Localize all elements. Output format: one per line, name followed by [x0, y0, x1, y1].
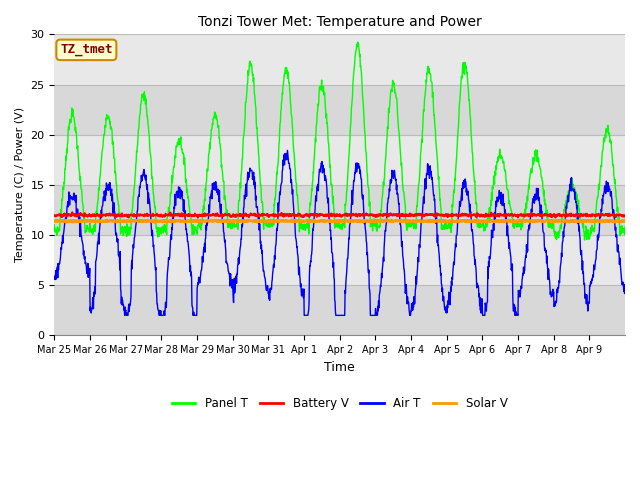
Bar [54, 185, 625, 235]
Bar [54, 285, 625, 336]
Bar [54, 235, 625, 285]
Title: Tonzi Tower Met: Temperature and Power: Tonzi Tower Met: Temperature and Power [198, 15, 481, 29]
Y-axis label: Temperature (C) / Power (V): Temperature (C) / Power (V) [15, 108, 25, 263]
Text: TZ_tmet: TZ_tmet [60, 43, 113, 56]
Bar [54, 35, 625, 84]
X-axis label: Time: Time [324, 360, 355, 374]
Bar [54, 84, 625, 135]
Bar [54, 135, 625, 185]
Legend: Panel T, Battery V, Air T, Solar V: Panel T, Battery V, Air T, Solar V [167, 393, 512, 415]
